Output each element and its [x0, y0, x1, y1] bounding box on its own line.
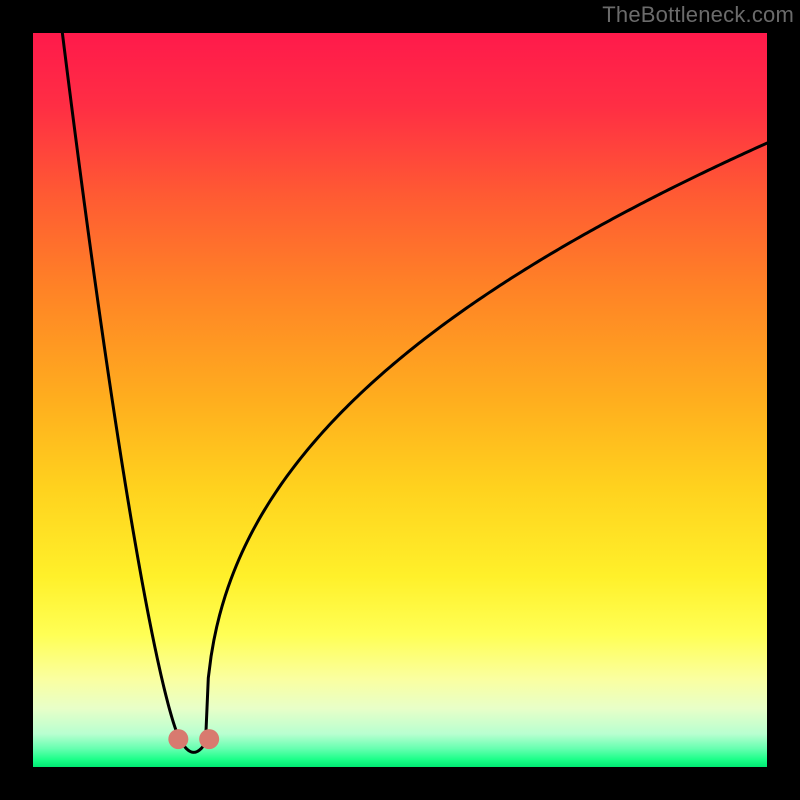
marker-dot-1	[199, 729, 219, 749]
plot-area	[33, 33, 767, 767]
curves-layer	[33, 33, 767, 767]
chart-canvas: TheBottleneck.com	[0, 0, 800, 800]
marker-dot-0	[168, 729, 188, 749]
watermark-text: TheBottleneck.com	[602, 2, 794, 28]
curve-right	[205, 143, 767, 743]
curve-left	[62, 33, 182, 743]
